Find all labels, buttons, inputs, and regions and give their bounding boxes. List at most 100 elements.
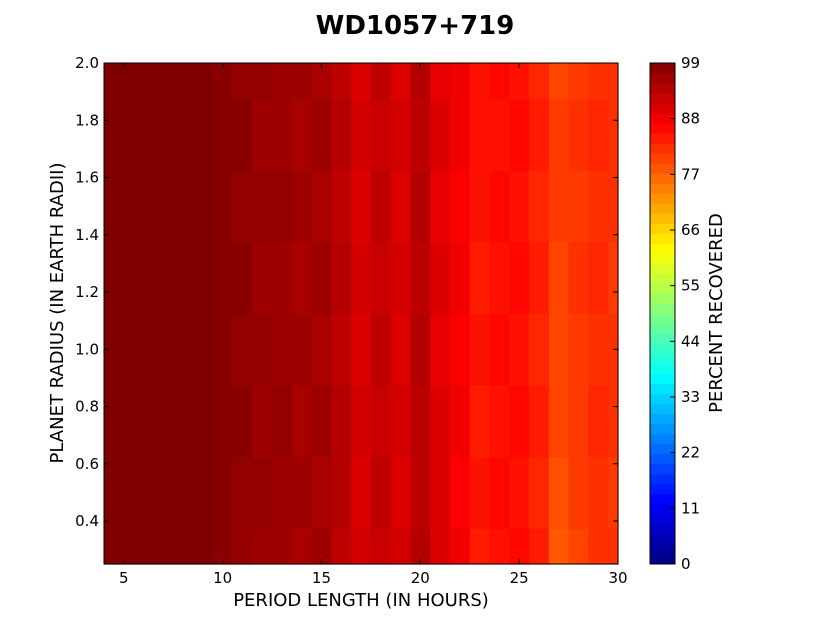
heatmap-cell [173,98,194,171]
heatmap-cell [548,456,570,529]
heatmap-cell [192,528,214,565]
heatmap-cell [449,385,471,458]
heatmap-cell [311,385,332,458]
heatmap-cell [113,170,135,243]
heatmap-cell [509,241,530,315]
heatmap-cell [272,241,293,315]
heatmap-cell [232,63,253,100]
heatmap-cell [588,241,609,315]
colorbar-band [650,283,675,294]
heatmap-cell [430,98,451,171]
heatmap-cell [469,98,491,171]
heatmap-cell [113,313,135,386]
heatmap-cell [509,98,530,171]
heatmap-cell [548,385,570,458]
heatmap-cell [449,313,471,386]
heatmap-cell [430,170,451,243]
heatmap-cell [410,98,431,171]
heatmap-cell [104,241,115,315]
heatmap-cell [252,241,273,315]
colorbar-band [650,83,675,94]
heatmap-cell [113,241,135,315]
colorbar-band [650,373,675,385]
heatmap-cells [104,63,619,565]
colorbar-band [650,153,675,164]
colorbar-band [650,463,675,475]
heatmap-cell [430,528,451,565]
heatmap-cell [370,528,392,565]
heatmap-cell [153,241,174,315]
heatmap-cell [529,385,550,458]
heatmap-cell [509,313,530,386]
heatmap-cell [252,456,273,529]
heatmap-cell [568,385,589,458]
colorbar-band [650,543,675,555]
y-tick-label: 0.6 [75,455,99,473]
colorbar-band [650,503,675,515]
heatmap-cell [548,528,570,565]
heatmap-cell [133,170,155,243]
colorbar-band [650,493,675,505]
heatmap-cell [568,528,589,565]
heatmap-cell [291,63,313,100]
heatmap-cell [568,241,589,315]
heatmap-cell [232,528,253,565]
colorbar-band [650,133,675,144]
heatmap-cell [232,456,253,529]
colorbar-band [650,273,675,284]
colorbar-band [650,173,675,184]
x-tick-label: 5 [119,569,129,587]
heatmap-cell [449,98,471,171]
heatmap-cell [449,456,471,529]
colorbar-band [650,533,675,545]
heatmap-cell [252,385,273,458]
heatmap-cell [212,63,234,100]
heatmap-cell [272,170,293,243]
heatmap-cell [113,528,135,565]
heatmap-cell [113,63,135,100]
heatmap-cell [489,528,510,565]
colorbar-band [650,63,675,74]
heatmap-cell [370,241,392,315]
heatmap-cell [390,528,412,565]
heatmap-cell [568,170,589,243]
heatmap-cell [351,241,372,315]
y-tick-label: 1.0 [75,340,99,358]
colorbar-band [650,453,675,465]
y-tick-label: 2.0 [75,54,99,72]
colorbar-tick-label: 33 [681,388,700,406]
colorbar-band [650,73,675,84]
heatmap-cell [232,98,253,171]
heatmap-cell [588,313,609,386]
heatmap-cell [608,528,619,565]
heatmap-cell [272,528,293,565]
heatmap-cell [192,241,214,315]
heatmap-cell [173,385,194,458]
heatmap-cell [370,63,392,100]
colorbar-band [650,393,675,405]
heatmap-cell [390,313,412,386]
heatmap-cell [232,170,253,243]
heatmap-cell [568,456,589,529]
colorbar-tick-label: 0 [681,555,691,573]
colorbar-band [650,203,675,214]
heatmap-cell [489,170,510,243]
colorbar-tick-label: 99 [681,54,700,72]
heatmap-cell [291,456,313,529]
plot-frame [103,62,619,565]
heatmap-cell [291,98,313,171]
heatmap-cell [331,528,352,565]
heatmap-cell [588,63,609,100]
heatmap-cell [529,528,550,565]
heatmap-cell [430,456,451,529]
heatmap-cell [212,98,234,171]
colorbar-tick-label: 44 [681,332,700,350]
heatmap-cell [370,170,392,243]
heatmap-cell [133,241,155,315]
heatmap-cell [449,170,471,243]
heatmap-cell [449,63,471,100]
heatmap-cell [104,528,115,565]
heatmap-cell [252,170,273,243]
heatmap-cell [489,241,510,315]
